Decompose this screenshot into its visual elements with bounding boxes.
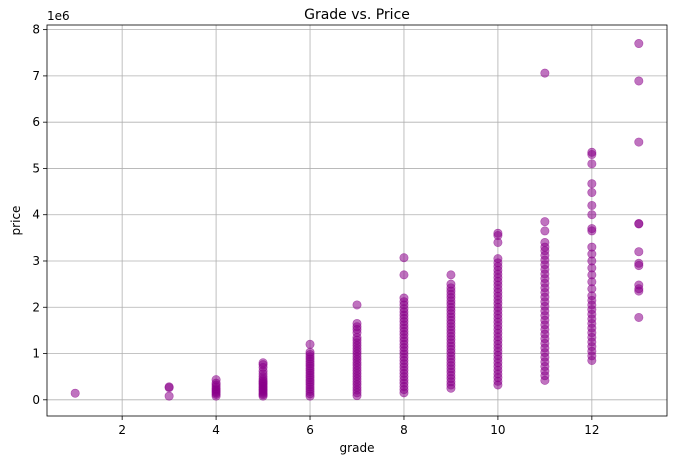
y-tick-label: 3 xyxy=(32,254,40,268)
scatter-point xyxy=(446,279,456,289)
x-axis-label: grade xyxy=(340,441,375,455)
scatter-point xyxy=(493,228,503,238)
scatter-point xyxy=(540,68,550,78)
plot-frame xyxy=(46,24,668,417)
scatter-point xyxy=(540,237,550,247)
y-tick-label: 2 xyxy=(32,300,40,314)
scatter-point xyxy=(305,347,315,357)
x-tick-label: 2 xyxy=(118,423,126,437)
y-tick-label: 7 xyxy=(32,69,40,83)
y-tick-label: 1 xyxy=(32,347,40,361)
y-tick-label: 6 xyxy=(32,115,40,129)
scatter-point xyxy=(587,188,597,198)
scatter-point xyxy=(352,318,362,328)
x-tick-label: 6 xyxy=(306,423,314,437)
scatter-point xyxy=(634,137,644,147)
scatter-point xyxy=(634,312,644,322)
x-tick-label: 12 xyxy=(584,423,599,437)
scatter-point xyxy=(493,254,503,264)
scatter-point xyxy=(587,179,597,189)
scatter-point xyxy=(634,76,644,86)
scatter-point xyxy=(634,219,644,229)
scatter-point xyxy=(399,253,409,263)
scatter-point xyxy=(399,293,409,303)
scatter-point xyxy=(258,358,268,368)
grid-lines xyxy=(47,25,667,416)
scatter-point xyxy=(352,300,362,310)
scatter-point xyxy=(634,247,644,257)
scatter-point xyxy=(587,242,597,252)
scatter-point xyxy=(446,270,456,280)
data-points xyxy=(70,39,644,401)
scatter-point xyxy=(540,226,550,236)
scatter-point xyxy=(587,200,597,210)
y-tick-label: 0 xyxy=(32,393,40,407)
x-axis-ticks: 2 4 6 8 10 12 xyxy=(118,416,599,437)
scatter-point xyxy=(587,147,597,157)
scatter-point xyxy=(164,382,174,392)
y-tick-label: 5 xyxy=(32,161,40,175)
scatter-point xyxy=(399,270,409,280)
chart-title: Grade vs. Price xyxy=(304,7,410,23)
scatter-point xyxy=(164,391,174,401)
x-tick-label: 4 xyxy=(212,423,220,437)
scatter-point xyxy=(211,375,221,385)
scatter-point xyxy=(540,217,550,227)
scatter-point xyxy=(634,258,644,268)
scatter-point xyxy=(587,159,597,169)
y-axis-label: price xyxy=(9,206,23,236)
scatter-point xyxy=(587,224,597,234)
y-tick-label: 8 xyxy=(32,23,40,37)
scatter-point xyxy=(634,39,644,49)
y-axis-ticks: 0 1 2 3 4 5 6 7 8 xyxy=(32,23,47,407)
scatter-point xyxy=(587,210,597,220)
x-tick-label: 10 xyxy=(490,423,505,437)
x-tick-label: 8 xyxy=(400,423,408,437)
scatter-point xyxy=(305,339,315,349)
scatter-point xyxy=(634,280,644,290)
y-axis-multiplier: 1e6 xyxy=(47,9,70,23)
y-tick-label: 4 xyxy=(32,208,40,222)
scatter-point xyxy=(70,388,80,398)
